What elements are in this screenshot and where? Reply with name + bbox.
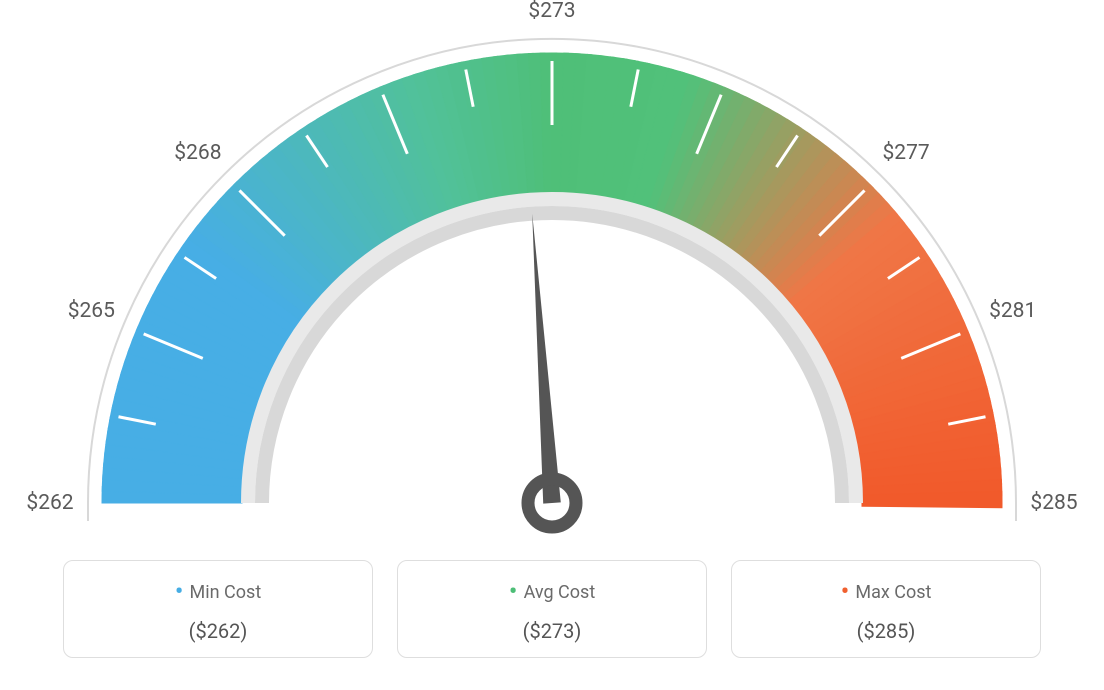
- gauge-chart: $262 $265 $268 $273 $277 $281 $285: [0, 0, 1104, 560]
- legend-value-max: ($285): [732, 619, 1040, 643]
- legend-row: Min Cost ($262) Avg Cost ($273) Max Cost…: [0, 560, 1104, 658]
- legend-title-max: Max Cost: [732, 577, 1040, 607]
- gauge-tick-label: $268: [174, 141, 221, 165]
- gauge-tick-label: $285: [1030, 491, 1077, 515]
- legend-card-max: Max Cost ($285): [731, 560, 1041, 658]
- legend-card-min: Min Cost ($262): [63, 560, 373, 658]
- gauge-tick-label: $281: [989, 299, 1036, 323]
- gauge-svg: [0, 0, 1104, 560]
- gauge-tick-label: $265: [68, 299, 115, 323]
- legend-title-min: Min Cost: [64, 577, 372, 607]
- gauge-tick-label: $262: [26, 491, 73, 515]
- gauge-tick-label: $277: [882, 141, 929, 165]
- legend-title-avg: Avg Cost: [398, 577, 706, 607]
- gauge-tick-label: $273: [528, 0, 575, 23]
- legend-value-avg: ($273): [398, 619, 706, 643]
- legend-value-min: ($262): [64, 619, 372, 643]
- legend-card-avg: Avg Cost ($273): [397, 560, 707, 658]
